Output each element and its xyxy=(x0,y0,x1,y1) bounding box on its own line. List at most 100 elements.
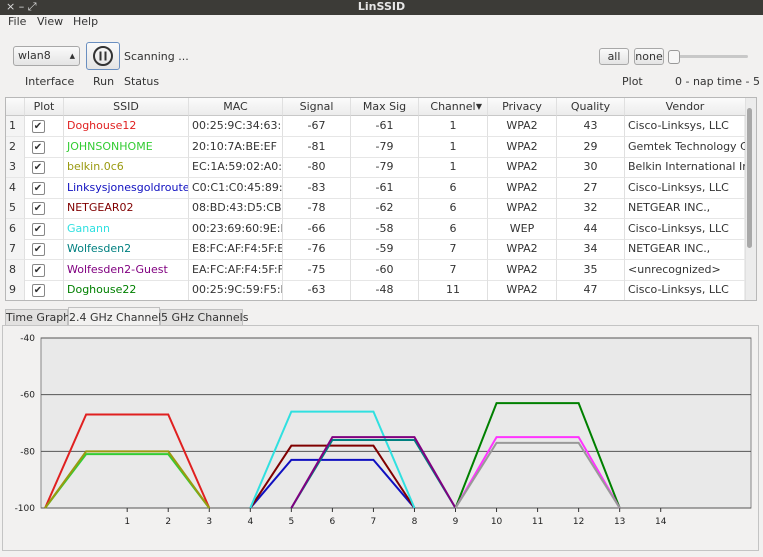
cell-mac: EC:1A:59:02:A0:C6 xyxy=(189,157,283,178)
cell-quality: 34 xyxy=(557,239,625,260)
cell-max-sig: -79 xyxy=(351,136,419,158)
cell-max-sig: -61 xyxy=(351,116,419,137)
cell-quality: 32 xyxy=(557,198,625,219)
cell-max-sig: -62 xyxy=(351,198,419,219)
menu-item[interactable]: View xyxy=(37,15,64,28)
x-tick-label: 10 xyxy=(491,517,503,527)
cell-channel: 6 xyxy=(419,218,488,240)
label: 0 - nap time - 5 xyxy=(675,75,760,88)
plot-area xyxy=(40,337,752,509)
row-number: 5 xyxy=(6,198,25,219)
cell-ssid: Linksysjonesgoldrouter xyxy=(64,177,189,199)
window-title: LinSSID xyxy=(357,0,406,13)
cell-privacy: WPA2 xyxy=(488,198,557,219)
cell-vendor: <unrecognized> xyxy=(625,259,746,281)
cell-ssid: belkin.0c6 xyxy=(64,157,189,178)
plot-checkbox[interactable]: ✔ xyxy=(25,218,64,240)
label: Interface xyxy=(25,75,75,88)
tab[interactable]: Time Graph xyxy=(5,309,71,325)
cell-max-sig: -58 xyxy=(351,218,419,240)
cell-mac: 08:BD:43:D5:CB:03 xyxy=(189,198,283,219)
channel-curve xyxy=(44,450,211,509)
plot-checkbox[interactable]: ✔ xyxy=(25,259,64,281)
menu-item[interactable]: Help xyxy=(73,15,99,28)
tab[interactable]: 2.4 GHz Channels xyxy=(68,307,167,326)
pause-button[interactable] xyxy=(86,42,120,70)
cell-channel: 11 xyxy=(419,280,488,300)
column-header: SSID xyxy=(64,98,189,116)
cell-channel: 7 xyxy=(419,259,488,281)
cell-max-sig: -59 xyxy=(351,239,419,260)
plot-checkbox[interactable]: ✔ xyxy=(25,136,64,158)
cell-quality: 27 xyxy=(557,177,625,199)
channel-curve xyxy=(454,402,621,509)
cell-channel: 1 xyxy=(419,157,488,178)
window-controls[interactable]: × – ⤢ xyxy=(6,0,37,13)
column-header: Quality xyxy=(557,98,625,116)
y-tick-label: -100 xyxy=(15,504,36,514)
none-button[interactable]: none xyxy=(634,48,664,65)
all-button[interactable]: all xyxy=(599,48,629,65)
plot-checkbox[interactable]: ✔ xyxy=(25,177,64,199)
cell-privacy: WPA2 xyxy=(488,136,557,158)
plot-checkbox[interactable]: ✔ xyxy=(25,280,64,300)
plot-checkbox[interactable]: ✔ xyxy=(25,239,64,260)
x-tick-label: 1 xyxy=(124,517,130,527)
x-tick-label: 12 xyxy=(573,517,584,527)
channel-curve xyxy=(249,410,416,509)
cell-signal: -80 xyxy=(283,157,351,178)
cell-channel: 6 xyxy=(419,177,488,199)
cell-mac: 00:25:9C:59:F5:FC xyxy=(189,280,283,300)
x-tick-label: 13 xyxy=(614,517,625,527)
cell-signal: -81 xyxy=(283,136,351,158)
x-tick-label: 3 xyxy=(206,517,212,527)
cell-privacy: WPA2 xyxy=(488,116,557,137)
channel-curve xyxy=(454,436,621,509)
scrollbar[interactable] xyxy=(744,98,756,300)
channel-curve xyxy=(290,436,457,509)
x-tick-label: 9 xyxy=(453,517,459,527)
cell-signal: -67 xyxy=(283,116,351,137)
channel-curve xyxy=(249,444,416,509)
row-number: 4 xyxy=(6,177,25,199)
x-tick-label: 8 xyxy=(412,517,418,527)
label: Run xyxy=(93,75,115,88)
channel-curve xyxy=(454,441,621,509)
nap-slider[interactable] xyxy=(668,50,748,64)
cell-ssid: NETGEAR02 xyxy=(64,198,189,219)
cell-max-sig: -60 xyxy=(351,259,419,281)
plot-checkbox[interactable]: ✔ xyxy=(25,157,64,178)
cell-quality: 47 xyxy=(557,280,625,300)
cell-quality: 30 xyxy=(557,157,625,178)
plot-checkbox[interactable]: ✔ xyxy=(25,198,64,219)
row-number: 3 xyxy=(6,157,25,178)
menu-item[interactable]: File xyxy=(8,15,27,28)
cell-privacy: WPA2 xyxy=(488,280,557,300)
x-tick-label: 11 xyxy=(532,517,543,527)
cell-ssid: Doghouse12 xyxy=(64,116,189,137)
label: Status xyxy=(124,75,160,88)
channel-curve xyxy=(44,413,211,509)
column-header: Privacy xyxy=(488,98,557,116)
y-tick-label: -60 xyxy=(20,391,35,401)
column-header: MAC xyxy=(189,98,283,116)
x-tick-label: 5 xyxy=(288,517,294,527)
cell-mac: C0:C1:C0:45:89:F8 xyxy=(189,177,283,199)
column-header: Max Sig xyxy=(351,98,419,116)
row-number: 7 xyxy=(6,239,25,260)
tab[interactable]: 5 GHz Channels xyxy=(160,309,249,325)
cell-vendor: Cisco-Linksys, LLC xyxy=(625,280,746,300)
cell-signal: -66 xyxy=(283,218,351,240)
column-header: Vendor xyxy=(625,98,746,116)
x-tick-label: 7 xyxy=(371,517,377,527)
row-number: 9 xyxy=(6,280,25,300)
cell-privacy: WPA2 xyxy=(488,239,557,260)
row-number: 8 xyxy=(6,259,25,281)
cell-ssid: Wolfesden2 xyxy=(64,239,189,260)
interface-combo[interactable]: wlan8 ▲ xyxy=(13,46,80,66)
network-table: Plot SSID MAC Signal Max Sig Channel ▼ Privacy Q… xyxy=(5,97,757,301)
cell-ssid: JOHNSONHOME xyxy=(64,136,189,158)
plot-checkbox[interactable]: ✔ xyxy=(25,116,64,137)
